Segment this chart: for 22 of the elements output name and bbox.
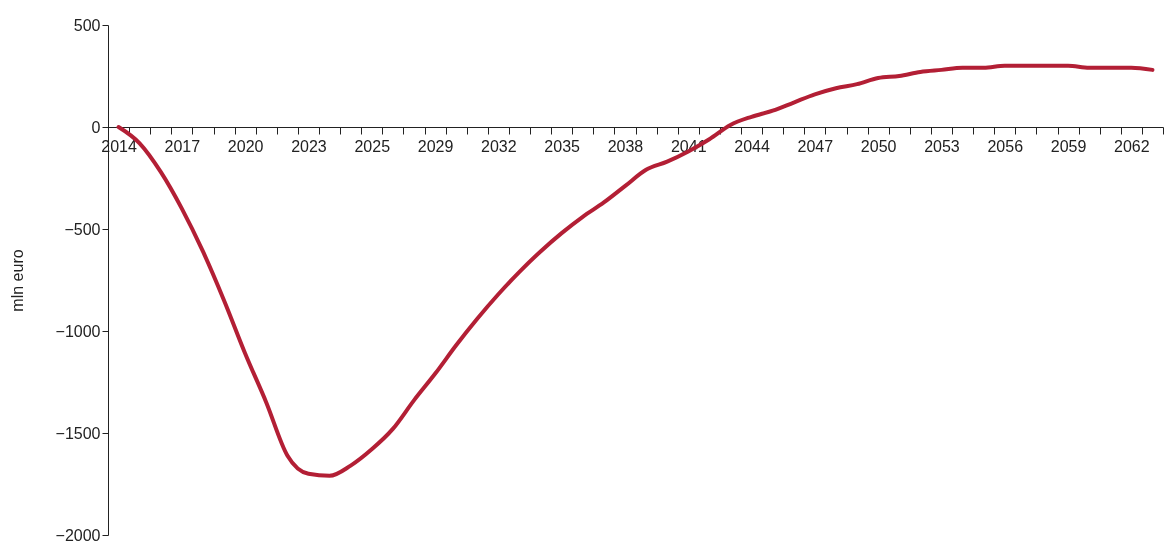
x-tick-label: 2053 [924,137,960,155]
x-tick-label: 2038 [607,137,644,155]
x-tick-label: 2020 [227,137,264,155]
y-tick-label: −500 [64,220,101,238]
x-tick-label: 2035 [544,137,581,155]
x-tick-label: 2059 [1050,137,1087,155]
x-tick-label: 2050 [860,137,897,155]
x-tick-label: 2056 [987,137,1024,155]
y-axis-title: mln euro [8,249,26,312]
x-tick-label: 2025 [354,137,391,155]
y-tick-label: −1000 [55,322,101,340]
x-tick-label: 2029 [417,137,454,155]
x-tick-label: 2062 [1114,137,1150,155]
x-tick-label: 2023 [291,137,327,155]
x-tick-label: 2044 [734,137,770,155]
y-tick-label: −1500 [55,424,101,442]
x-tick-label: 2032 [481,137,517,155]
y-tick-label: 0 [91,118,101,136]
x-tick-label: 2047 [797,137,834,155]
y-tick-label: −2000 [55,526,101,542]
x-tick-label: 2017 [164,137,201,155]
y-tick-label: 500 [73,16,101,34]
